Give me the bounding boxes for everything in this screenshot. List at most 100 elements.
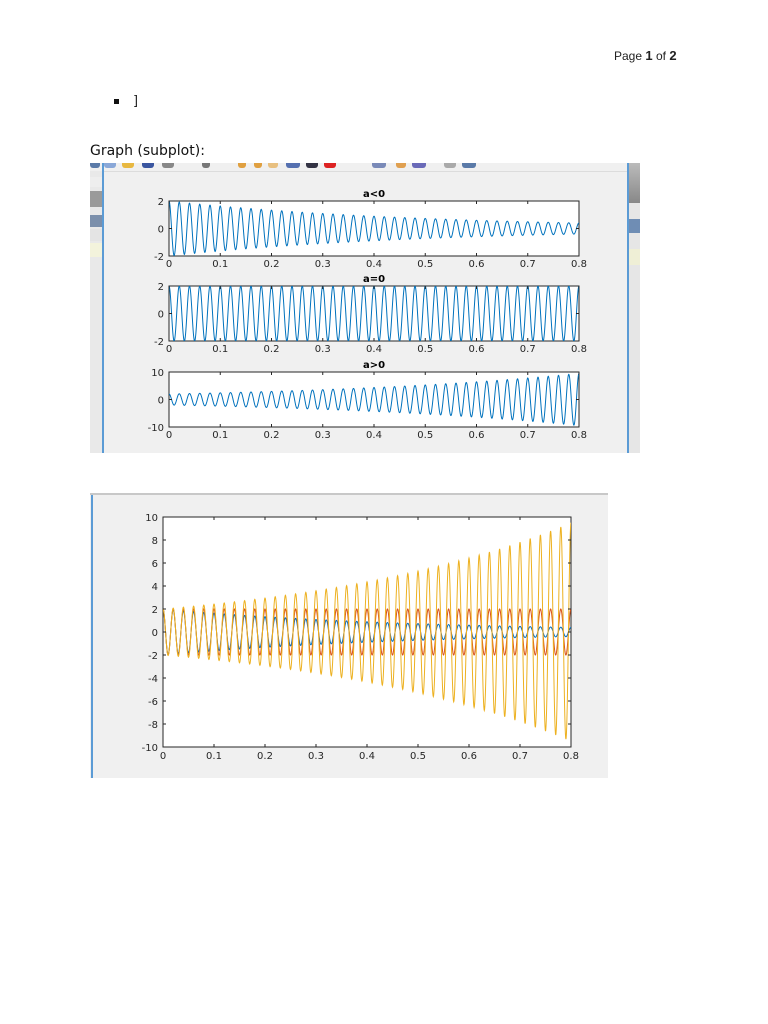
svg-text:a=0: a=0: [363, 274, 385, 285]
toolbar-open-icon: [104, 163, 116, 168]
svg-text:0.1: 0.1: [206, 751, 222, 762]
svg-text:-8: -8: [148, 720, 158, 731]
bullet-item: ]: [114, 94, 138, 109]
toolbar-rotate-icon: [286, 163, 300, 168]
series-x(t) = 2e^(at)cos(2π·50t), a<0: [169, 201, 579, 256]
svg-text:-6: -6: [148, 697, 158, 708]
svg-text:10: 10: [151, 368, 164, 379]
toolbar-zoom-in-icon: [238, 163, 246, 168]
toolbar-zoom-out-icon: [254, 163, 262, 168]
svg-text:0.5: 0.5: [417, 430, 433, 441]
svg-text:0.2: 0.2: [264, 344, 280, 355]
svg-text:a>0: a>0: [363, 360, 385, 371]
toolbar-print-icon: [142, 163, 154, 168]
svg-text:0.8: 0.8: [571, 259, 587, 270]
svg-text:0.2: 0.2: [257, 751, 273, 762]
page-of: of: [655, 49, 666, 63]
svg-text:-2: -2: [154, 337, 164, 348]
svg-text:0.5: 0.5: [410, 751, 426, 762]
svg-text:0.7: 0.7: [520, 259, 536, 270]
subplot-figure-screenshot: 0 0.1 0.2 0.3 0.4 0.5 0.6 0.7 0.8 -2 0 2 a<0 0 0.1 0.2 0…: [90, 163, 640, 453]
combined-plot-canvas: 0 0.1 0.2 0.3 0.4 0.5 0.6 0.7 0.8 -10 -8 -6 -4 -2 0 2 4 6…: [142, 513, 579, 762]
svg-text:0: 0: [166, 259, 172, 270]
svg-text:-10: -10: [148, 423, 164, 434]
matlab-side-panel: [90, 171, 102, 453]
svg-text:0: 0: [152, 628, 158, 639]
svg-text:4: 4: [152, 582, 158, 593]
svg-text:0.1: 0.1: [212, 344, 228, 355]
window-border-left: [91, 495, 93, 778]
svg-text:0.3: 0.3: [315, 430, 331, 441]
matlab-right-panel: [629, 163, 640, 453]
svg-text:0.3: 0.3: [315, 259, 331, 270]
toolbar-edit-icon: [162, 163, 174, 168]
figure-toolbar: [90, 163, 640, 172]
toolbar-pan-icon: [268, 163, 278, 168]
window-border-left: [102, 163, 104, 453]
toolbar-hide-icon: [444, 163, 456, 168]
svg-text:0: 0: [158, 310, 164, 321]
toolbar-legend-icon: [412, 163, 426, 168]
toolbar-dock-icon: [462, 163, 476, 168]
svg-text:-2: -2: [148, 651, 158, 662]
svg-text:2: 2: [158, 197, 164, 208]
page-number: Page 1 of 2: [614, 48, 677, 63]
svg-text:a<0: a<0: [363, 189, 385, 200]
toolbar-pointer-icon: [202, 163, 210, 168]
svg-text:0.7: 0.7: [520, 344, 536, 355]
svg-text:10: 10: [145, 513, 158, 524]
svg-text:-4: -4: [148, 674, 158, 685]
svg-text:0: 0: [166, 344, 172, 355]
page-total: 2: [669, 48, 677, 63]
page-label: Page: [614, 49, 643, 63]
svg-text:8: 8: [152, 536, 158, 547]
svg-text:0.6: 0.6: [469, 430, 485, 441]
svg-text:0.2: 0.2: [264, 430, 280, 441]
svg-text:2: 2: [152, 605, 158, 616]
series-x(t) = 2e^(at)cos(2π·50t), a>0: [169, 373, 579, 426]
svg-text:0.4: 0.4: [366, 344, 382, 355]
toolbar-brush-icon: [324, 163, 336, 168]
svg-text:0.4: 0.4: [366, 430, 382, 441]
combined-figure-screenshot: 0 0.1 0.2 0.3 0.4 0.5 0.6 0.7 0.8 -10 -8 -6 -4 -2 0 2 4 6…: [90, 493, 608, 778]
bullet-square-icon: [114, 99, 119, 104]
svg-text:0.5: 0.5: [417, 259, 433, 270]
svg-text:0.7: 0.7: [512, 751, 528, 762]
toolbar-datacursor-icon: [306, 163, 318, 168]
page-current: 1: [645, 48, 653, 63]
toolbar-new-icon: [90, 163, 100, 168]
svg-text:0.7: 0.7: [520, 430, 536, 441]
svg-text:0.8: 0.8: [563, 751, 579, 762]
svg-text:0.8: 0.8: [571, 430, 587, 441]
svg-text:0.1: 0.1: [212, 430, 228, 441]
series-a>0: [163, 522, 571, 740]
svg-text:0: 0: [158, 396, 164, 407]
svg-text:0.2: 0.2: [264, 259, 280, 270]
toolbar-link-icon: [372, 163, 386, 168]
toolbar-save-icon: [122, 163, 134, 168]
svg-text:0.3: 0.3: [308, 751, 324, 762]
svg-text:2: 2: [158, 282, 164, 293]
svg-text:0.6: 0.6: [469, 259, 485, 270]
svg-text:0.8: 0.8: [571, 344, 587, 355]
svg-text:0.1: 0.1: [212, 259, 228, 270]
series-x(t) = 2cos(2π·50t), a=0: [169, 286, 579, 341]
bullet-text: ]: [133, 94, 139, 109]
svg-text:-2: -2: [154, 252, 164, 263]
section-heading: Graph (subplot):: [90, 143, 205, 159]
svg-text:0.3: 0.3: [315, 344, 331, 355]
window-border-right: [627, 163, 629, 453]
svg-text:6: 6: [152, 559, 158, 570]
toolbar-colorbar-icon: [396, 163, 406, 168]
svg-text:0.4: 0.4: [366, 259, 382, 270]
svg-text:0: 0: [158, 225, 164, 236]
svg-text:0: 0: [166, 430, 172, 441]
svg-text:0.4: 0.4: [359, 751, 375, 762]
svg-text:0.6: 0.6: [461, 751, 477, 762]
axes-combined: 0 0.1 0.2 0.3 0.4 0.5 0.6 0.7 0.8 -10 -8 -6 -4 -2 0 2 4 6…: [142, 513, 579, 762]
svg-text:0.6: 0.6: [469, 344, 485, 355]
